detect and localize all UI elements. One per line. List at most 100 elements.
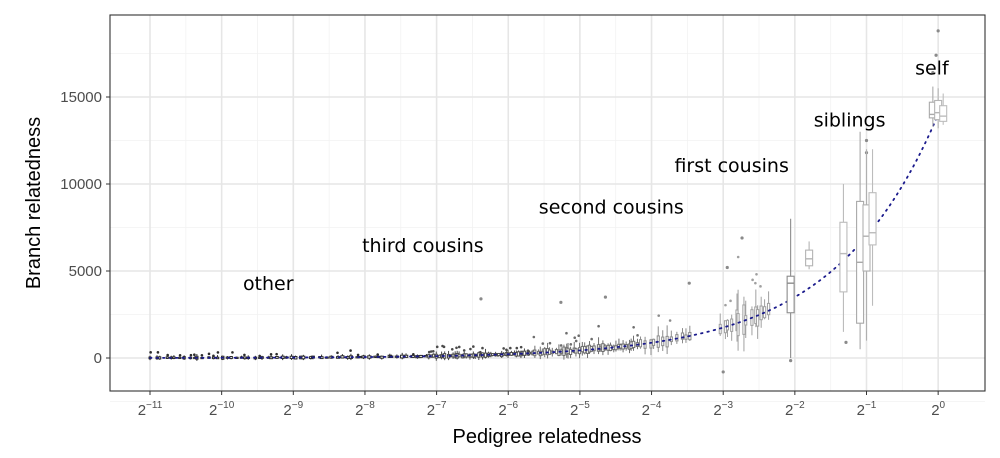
outlier-point [149, 351, 152, 354]
outlier-point [724, 303, 727, 307]
x-tick-label: 2−7 [427, 400, 447, 419]
outlier-point [442, 345, 446, 349]
box-body [939, 105, 948, 122]
mini-box [158, 356, 162, 360]
x-axis-title: Pedigree relatedness [452, 426, 641, 448]
outlier-point [721, 370, 725, 374]
outlier-point [864, 138, 869, 143]
outlier-point [789, 359, 793, 363]
mini-box [562, 346, 566, 357]
mini-box [652, 338, 656, 346]
outlier-point [729, 299, 732, 303]
outlier-point [349, 349, 352, 352]
outlier-point [636, 334, 639, 337]
mini-box [725, 319, 730, 331]
outlier-point [269, 352, 273, 356]
outlier-point [541, 342, 545, 345]
outlier-point [519, 345, 523, 349]
mini-box [649, 339, 653, 349]
mini-box [275, 355, 279, 359]
outlier-point [657, 314, 661, 317]
outlier-point [740, 236, 744, 240]
outlier-point [755, 273, 758, 276]
outlier-point [505, 348, 508, 352]
mini-box [379, 355, 384, 359]
y-tick-label: 0 [94, 350, 102, 367]
outlier-point [603, 295, 608, 299]
box-body [786, 275, 795, 314]
outlier-point [336, 351, 339, 355]
major-gridlines [110, 15, 985, 391]
mini-box [614, 345, 618, 351]
outlier-point [574, 339, 578, 343]
outlier-point [275, 352, 278, 356]
outlier-point [559, 344, 563, 347]
outlier-point [435, 345, 439, 349]
mini-box [178, 356, 182, 360]
mini-box [483, 352, 488, 358]
outlier-point [687, 281, 691, 285]
outlier-point [216, 351, 220, 354]
mini-box [554, 349, 558, 355]
mini-box [574, 348, 578, 354]
outlier-point [590, 337, 593, 341]
outlier-point [526, 349, 530, 352]
y-tick-label: 5000 [69, 263, 102, 280]
x-tick-label: 2−9 [283, 400, 303, 419]
mini-box [490, 353, 495, 356]
outlier-point [532, 335, 536, 339]
outlier-point [751, 278, 754, 282]
outlier-point [725, 265, 729, 270]
mini-box [568, 348, 573, 355]
mini-box [457, 353, 461, 358]
mini-box [301, 355, 306, 360]
mini-box [432, 353, 436, 358]
mini-box [766, 302, 771, 316]
panel-border [109, 14, 986, 392]
outlier-point [207, 352, 211, 356]
outlier-point [231, 351, 234, 354]
x-tick-label: 2−6 [498, 400, 518, 419]
mini-box [243, 356, 247, 360]
y-tick-label: 15000 [60, 89, 102, 106]
mini-box [464, 353, 468, 358]
x-tick-label: 2−4 [642, 400, 662, 419]
outlier-point [577, 334, 580, 338]
outlier-point [156, 351, 160, 354]
annotation-label: third cousins [362, 235, 484, 257]
annotation-label: other [243, 273, 294, 295]
outlier-point [450, 348, 454, 351]
x-axis-ticks: 2−11 2−10 2−9 2−8 2−7 2−6 2−5 2−4 2−3 2−2 2−1 20 [138, 391, 946, 419]
mini-box [172, 356, 176, 360]
mini-box [736, 313, 740, 337]
plot-background [110, 15, 985, 391]
outlier-point [479, 297, 483, 301]
outlier-point [931, 71, 935, 75]
outlier-point [559, 300, 563, 304]
minor-gridlines [110, 15, 985, 402]
outlier-point [934, 53, 938, 57]
mini-box [756, 309, 760, 327]
x-tick-label: 20 [931, 400, 945, 419]
box-body [868, 192, 877, 246]
outlier-point [573, 336, 577, 340]
mini-box [340, 355, 345, 359]
outlier-point [754, 281, 757, 285]
mini-box [592, 345, 596, 352]
mini-box [165, 356, 169, 359]
outlier-point [509, 346, 512, 350]
mini-box [548, 349, 552, 355]
mini-box [497, 352, 501, 357]
outlier-point [632, 326, 635, 329]
outlier-point [502, 347, 505, 350]
outlier-point [427, 350, 431, 354]
outlier-point [356, 353, 360, 357]
outlier-point [412, 353, 415, 356]
reference-line [149, 113, 940, 359]
mini-box [509, 351, 514, 356]
mini-box [269, 356, 273, 360]
x-tick-label: 2−11 [138, 400, 163, 419]
outlier-point [472, 345, 475, 348]
outlier-point [189, 353, 193, 357]
